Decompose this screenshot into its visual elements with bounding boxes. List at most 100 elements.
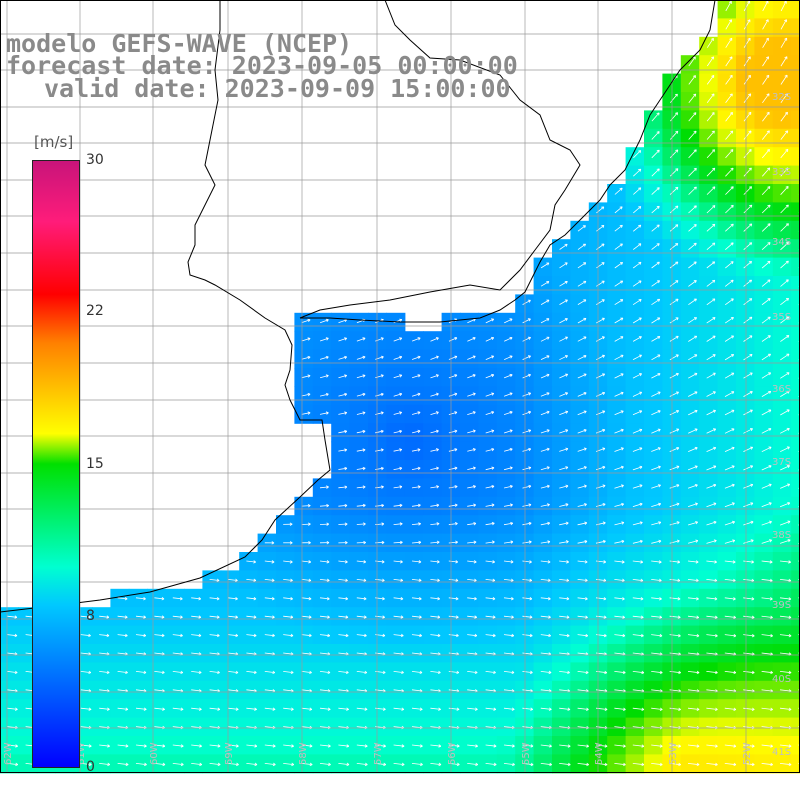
wind-arrow (559, 744, 571, 748)
wind-arrow (688, 391, 698, 397)
wind-arrow (761, 483, 772, 489)
wind-cell (699, 239, 719, 259)
wind-arrow (356, 522, 366, 526)
wind-arrow (780, 298, 789, 306)
wind-arrow (485, 633, 496, 638)
graticule (0, 0, 800, 772)
wind-arrow (743, 298, 753, 306)
wind-arrow (301, 578, 312, 582)
wind-cell (791, 331, 800, 351)
wind-arrow (577, 243, 586, 250)
wind-arrow (614, 615, 625, 619)
wind-arrow (283, 707, 294, 711)
wind-cell (570, 294, 590, 314)
wind-cell (294, 386, 314, 406)
wind-arrow (762, 111, 770, 122)
wind-arrow (780, 260, 789, 269)
wind-arrow (687, 560, 699, 564)
wind-arrow (632, 762, 645, 767)
wind-cell (717, 312, 737, 332)
wind-arrow (688, 186, 697, 195)
wind-cell (772, 349, 792, 369)
wind-arrow (761, 260, 771, 269)
wind-arrow (688, 130, 697, 140)
wind-arrow (448, 448, 458, 452)
wind-cell (754, 110, 774, 130)
wind-arrow (614, 224, 623, 232)
wind-arrow (264, 596, 275, 601)
wind-arrow (688, 167, 697, 177)
wind-arrow (669, 168, 679, 177)
wind-arrow (301, 707, 313, 711)
wind-arrow (540, 762, 552, 767)
wind-arrow (356, 448, 366, 452)
wind-arrow (559, 410, 569, 416)
wind-arrow (706, 223, 716, 232)
wind-arrow (761, 204, 771, 214)
wind-arrow (467, 540, 477, 544)
wind-arrow (577, 503, 587, 507)
wind-arrow (356, 392, 366, 397)
wind-arrow (651, 670, 663, 675)
wind-cell (717, 36, 737, 56)
wind-arrow (651, 354, 661, 361)
wind-arrow (687, 484, 698, 489)
wind-cell (699, 110, 719, 130)
wind-cell (644, 147, 663, 167)
wind-arrow (614, 502, 624, 507)
wind-arrow (503, 540, 514, 544)
wind-arrow (503, 392, 513, 397)
wind-arrow (283, 744, 294, 748)
wind-arrow (540, 633, 551, 638)
wind-arrow (743, 74, 751, 85)
longitude-label: 58W (298, 742, 309, 765)
wind-arrow (412, 429, 421, 434)
wind-arrow (743, 409, 753, 416)
wind-arrow (356, 540, 366, 545)
wind-arrow (522, 466, 532, 471)
wind-arrow (688, 149, 697, 159)
wind-arrow (614, 670, 626, 675)
wind-arrow (761, 316, 771, 324)
wind-arrow (467, 560, 477, 564)
wind-cell (772, 184, 792, 203)
wind-arrow (724, 428, 735, 434)
latitude-label: 38S (772, 530, 791, 541)
wind-arrow (338, 560, 348, 564)
wind-arrow (706, 93, 715, 104)
wind-arrow (706, 707, 718, 711)
wind-arrow (319, 503, 329, 508)
wind-arrow (154, 633, 165, 638)
wind-arrow (743, 428, 753, 434)
wind-cell (625, 368, 645, 387)
wind-cell (699, 202, 719, 222)
wind-arrow (780, 0, 787, 12)
wind-arrow (559, 373, 569, 379)
wind-arrow (743, 204, 753, 214)
wind-arrow (725, 186, 734, 195)
wind-arrow (669, 560, 681, 564)
wind-cell (570, 368, 590, 387)
wind-arrow (651, 391, 661, 397)
wind-arrow (632, 707, 645, 711)
wind-cell (736, 276, 755, 295)
wind-arrow (614, 262, 623, 269)
wind-cell (699, 73, 719, 93)
wind-arrow (393, 337, 403, 342)
wind-cell (496, 368, 516, 387)
wind-arrow (577, 317, 587, 324)
wind-arrow (283, 762, 295, 767)
wind-arrow (780, 93, 788, 104)
wind-arrow (651, 298, 661, 306)
wind-arrow (761, 186, 771, 195)
wind-arrow (633, 206, 642, 214)
wind-arrow (393, 429, 402, 434)
wind-arrow (780, 74, 788, 85)
wind-arrow (503, 521, 514, 526)
wind-arrow (724, 744, 737, 748)
wind-arrow (632, 280, 642, 287)
wind-arrow (209, 615, 220, 619)
wind-arrow (227, 596, 238, 601)
wind-arrow (614, 744, 626, 748)
wind-cell (607, 220, 627, 240)
